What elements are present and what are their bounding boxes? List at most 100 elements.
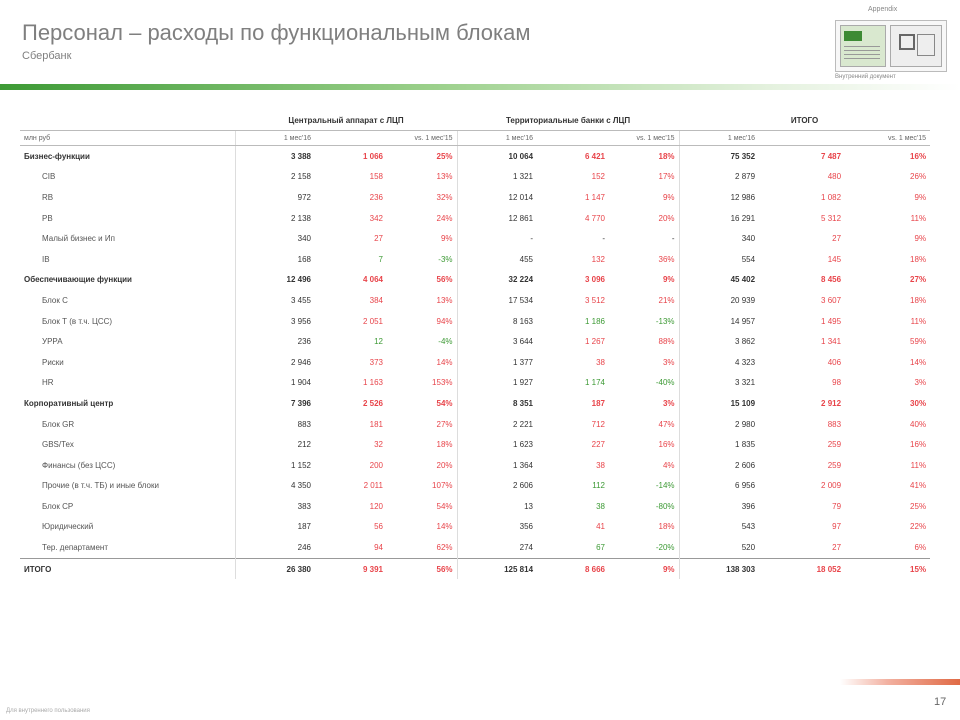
table-cell: 3% [662, 398, 675, 408]
row-label: IB [42, 254, 50, 264]
group-header-total: ИТОГО [679, 110, 931, 131]
subheader-territorial-delta: vs. 1 мес'15 [537, 130, 680, 146]
table-cell: 25% [436, 151, 453, 161]
table-cell: 9% [662, 192, 675, 202]
table-cell: 7 396 [234, 393, 315, 414]
table-cell: 168 [234, 248, 315, 270]
row-label: CIB [42, 172, 56, 182]
table-cell: 1 082 [821, 192, 842, 202]
table-cell: 94% [436, 316, 453, 326]
table-cell: 4 323 [678, 351, 760, 373]
table-cell: 59% [910, 337, 927, 347]
table-cell: 38 [596, 460, 606, 470]
table-cell: 32 224 [456, 269, 538, 291]
table-cell: -4% [438, 337, 453, 347]
table-cell: 554 [678, 248, 760, 270]
table-row: Блок СР 383 120 54% 13 38 -80% 396 79 25% [20, 496, 930, 517]
table-cell: 480 [827, 172, 842, 182]
row-label: Блок СР [42, 501, 74, 511]
table-cell: 236 [369, 192, 383, 202]
row-label: Корпоративный центр [24, 398, 114, 408]
row-label: HR [42, 378, 54, 388]
row-label: Прочие (в т.ч. ТБ) и иные блоки [42, 481, 159, 491]
table-cell: 1 267 [584, 337, 606, 347]
title-divider [0, 84, 960, 90]
row-label-header: млн руб [20, 130, 235, 146]
table-cell: 8 456 [821, 275, 842, 285]
table-cell: 342 [369, 213, 383, 223]
table-cell: 384 [369, 295, 383, 305]
table-cell: 11% [910, 213, 927, 223]
table-cell: 3 512 [584, 295, 606, 305]
table-cell: 41% [910, 481, 927, 491]
table-row: Обеспечивающие функции 12 496 4 064 56% 32 2… [20, 269, 930, 291]
row-label: Блок GR [42, 419, 75, 429]
table-cell: 38 [596, 501, 606, 511]
table-cell: 38 [596, 357, 606, 367]
table-cell: 274 [456, 537, 538, 559]
table-cell: 543 [678, 516, 760, 538]
subheader-central-value: 1 мес'16 [234, 130, 315, 146]
thumbnail-label: Appendix [868, 6, 898, 13]
table-cell: 259 [827, 440, 842, 450]
table-cell: 3 607 [821, 295, 842, 305]
page-title: Персонал – расходы по функциональным бло… [22, 20, 531, 45]
table-cell: 20 939 [678, 290, 760, 311]
table-cell: 1 147 [584, 192, 606, 202]
table-cell: 62% [436, 543, 453, 553]
header-spacer [20, 110, 235, 131]
table-cell: 13 [456, 496, 538, 517]
table-cell: 406 [827, 357, 842, 367]
table-row: Малый бизнес и Ип 340 27 9% - - -340 27 9% [20, 228, 930, 249]
table-cell: 520 [678, 537, 760, 559]
table-cell: 455 [456, 248, 538, 270]
table-cell: 120 [369, 501, 383, 511]
table-cell: 18% [658, 151, 675, 161]
table-cell: 22% [910, 522, 927, 532]
table-cell: 17% [658, 172, 675, 182]
table-cell: 47% [658, 419, 675, 429]
row-label: PB [42, 213, 53, 223]
table-cell: 41 [596, 522, 606, 532]
row-label: ИТОГО [20, 557, 235, 580]
table-cell: 3% [662, 357, 675, 367]
table-cell: 45 402 [678, 269, 760, 291]
table-cell: 2 011 [363, 481, 383, 491]
table-cell: 1 341 [821, 337, 842, 347]
row-label: Блок С [42, 295, 68, 305]
table-cell: 26% [910, 172, 927, 182]
table-cell: 3 862 [678, 331, 760, 352]
expenses-table: Центральный аппарат с ЛЦП Территориальны… [20, 110, 931, 580]
table-cell: 132 [591, 254, 606, 264]
table-cell: 4 064 [362, 275, 383, 285]
table-cell: 12 861 [456, 207, 538, 229]
table-cell: 12 [374, 337, 383, 347]
table-cell: 158 [369, 172, 383, 182]
table-row: Корпоративный центр 7 396 2 526 54% 8 351 187… [20, 393, 930, 414]
table-row: Блок С 3 455 384 13% 17 534 3 512 21% 20 939 3 6… [20, 290, 930, 311]
table-cell: 11% [910, 460, 927, 470]
table-cell: 16% [910, 440, 927, 450]
table-cell: 3 644 [456, 331, 538, 352]
table-cell: 2 221 [456, 413, 538, 435]
table-cell: 246 [234, 537, 315, 559]
row-label: RB [42, 192, 54, 202]
table-cell: 1 174 [584, 378, 606, 388]
table-cell: 125 814 [456, 557, 538, 580]
table-cell: 13% [436, 172, 453, 182]
table-cell: 17 534 [456, 290, 538, 311]
navigation-thumbnail[interactable] [835, 20, 947, 72]
row-label: GBS/Тех [42, 440, 74, 450]
table-cell: 2 912 [821, 398, 842, 408]
table-row: Бизнес-функции 3 388 1 066 25% 10 064 6 421 18… [20, 145, 930, 167]
subheader-territorial-value: 1 мес'16 [456, 130, 538, 146]
table-cell: 9% [662, 275, 675, 285]
row-label: Блок Т (в т.ч. ЦСС) [42, 316, 113, 326]
table-row: IB 168 7 -3% 455 132 36% 554 145 18% [20, 248, 930, 270]
table-cell: 340 [678, 228, 760, 249]
table-cell: - [671, 234, 675, 244]
table-cell: 27% [436, 419, 453, 429]
table-cell: 15 109 [678, 393, 760, 414]
table-cell: 94 [374, 543, 383, 553]
table-cell: 20% [658, 213, 675, 223]
